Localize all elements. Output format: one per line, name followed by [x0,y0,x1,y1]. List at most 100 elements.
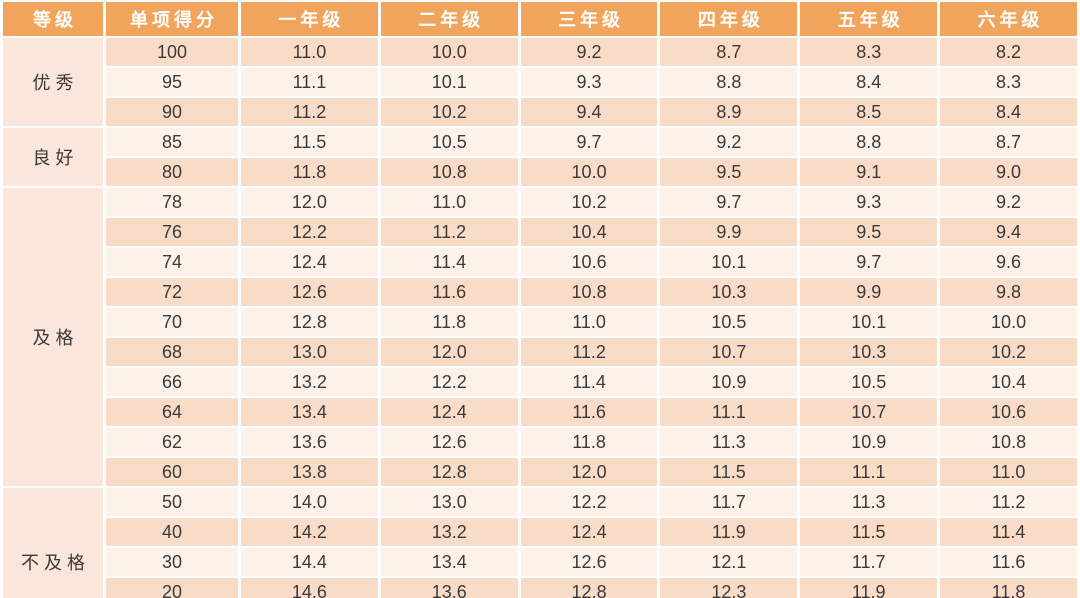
value-cell: 12.4 [241,248,378,276]
value-cell: 11.5 [800,518,938,546]
value-cell: 11.5 [660,458,798,486]
score-cell: 30 [106,548,238,576]
value-cell: 11.6 [380,278,518,306]
value-cell: 9.6 [940,248,1077,276]
value-cell: 11.7 [800,548,938,576]
column-header: 单项得分 [106,2,238,36]
header-row: 等级 单项得分 一年级 二年级 三年级 四年级 五年级 六年级 [3,2,1077,36]
value-cell: 10.2 [520,188,658,216]
table-row: 95 11.1 10.1 9.3 8.8 8.4 8.3 [3,68,1077,96]
value-cell: 10.5 [380,128,518,156]
value-cell: 11.9 [660,518,798,546]
value-cell: 8.3 [800,38,938,66]
score-cell: 40 [106,518,238,546]
value-cell: 11.8 [241,158,378,186]
value-cell: 11.1 [800,458,938,486]
score-cell: 100 [106,38,238,66]
value-cell: 10.3 [800,338,938,366]
value-cell: 11.7 [660,488,798,516]
value-cell: 8.7 [660,38,798,66]
value-cell: 10.2 [940,338,1077,366]
column-header: 二年级 [380,2,518,36]
score-cell: 66 [106,368,238,396]
value-cell: 13.4 [380,548,518,576]
value-cell: 13.0 [380,488,518,516]
value-cell: 11.1 [660,398,798,426]
value-cell: 11.4 [520,368,658,396]
table-row: 良好 85 11.5 10.5 9.7 9.2 8.8 8.7 [3,128,1077,186]
grade-group-cell: 良好 [3,128,103,186]
column-header: 三年级 [520,2,658,36]
table-row: 74 12.4 11.4 10.6 10.1 9.7 9.6 [3,248,1077,276]
value-cell: 9.3 [520,68,658,96]
score-cell: 70 [106,308,238,336]
table-row: 80 11.8 10.8 10.0 9.5 9.1 9.0 [3,158,1077,186]
score-cell: 64 [106,398,238,426]
value-cell: 12.3 [660,578,798,598]
value-cell: 10.8 [380,158,518,186]
column-header: 四年级 [660,2,798,36]
value-cell: 10.1 [380,68,518,96]
value-cell: 9.1 [800,158,938,186]
value-cell: 10.4 [940,368,1077,396]
column-header: 六年级 [940,2,1077,36]
value-cell: 10.6 [520,248,658,276]
table-row: 62 13.6 12.6 11.8 11.3 10.9 10.8 [3,428,1077,456]
table-row: 60 13.8 12.8 12.0 11.5 11.1 11.0 [3,458,1077,486]
grade-group-cell: 不及格 [3,488,103,598]
value-cell: 13.4 [241,398,378,426]
value-cell: 9.2 [520,38,658,66]
value-cell: 9.4 [520,98,658,126]
score-cell: 60 [106,458,238,486]
value-cell: 11.3 [800,488,938,516]
value-cell: 11.0 [520,308,658,336]
value-cell: 12.0 [241,188,378,216]
value-cell: 12.0 [520,458,658,486]
value-cell: 13.8 [241,458,378,486]
value-cell: 13.0 [241,338,378,366]
value-cell: 11.9 [800,578,938,598]
table-row: 90 11.2 10.2 9.4 8.9 8.5 8.4 [3,98,1077,126]
value-cell: 9.2 [940,188,1077,216]
value-cell: 10.0 [940,308,1077,336]
table-row: 优秀 100 11.0 10.0 9.2 8.7 8.3 8.2 [3,38,1077,126]
value-cell: 9.9 [660,218,798,246]
table-row: 64 13.4 12.4 11.6 11.1 10.7 10.6 [3,398,1077,426]
grade-group-cell: 及格 [3,188,103,486]
score-cell: 85 [106,128,238,156]
score-cell: 20 [106,578,238,598]
value-cell: 9.3 [800,188,938,216]
value-cell: 12.2 [380,368,518,396]
value-cell: 13.2 [380,518,518,546]
value-cell: 8.4 [940,98,1077,126]
value-cell: 11.0 [241,38,378,66]
value-cell: 13.6 [241,428,378,456]
value-cell: 8.8 [660,68,798,96]
table-row: 30 14.4 13.4 12.6 12.1 11.7 11.6 [3,548,1077,576]
value-cell: 9.2 [660,128,798,156]
score-cell: 90 [106,98,238,126]
score-cell: 62 [106,428,238,456]
value-cell: 12.8 [380,458,518,486]
value-cell: 11.5 [241,128,378,156]
value-cell: 9.7 [520,128,658,156]
value-cell: 11.6 [940,548,1077,576]
value-cell: 10.7 [800,398,938,426]
table-body: 优秀 100 11.0 10.0 9.2 8.7 8.3 8.2 95 11.1 10.1 9.3 8.… [3,38,1077,598]
value-cell: 9.7 [660,188,798,216]
value-cell: 8.8 [800,128,938,156]
table-row: 76 12.2 11.2 10.4 9.9 9.5 9.4 [3,218,1077,246]
value-cell: 13.2 [241,368,378,396]
value-cell: 10.8 [940,428,1077,456]
value-cell: 9.5 [660,158,798,186]
value-cell: 10.9 [800,428,938,456]
value-cell: 13.6 [380,578,518,598]
value-cell: 11.1 [241,68,378,96]
value-cell: 11.4 [380,248,518,276]
value-cell: 10.5 [660,308,798,336]
value-cell: 9.9 [800,278,938,306]
value-cell: 12.6 [520,548,658,576]
table-row: 72 12.6 11.6 10.8 10.3 9.9 9.8 [3,278,1077,306]
value-cell: 14.6 [241,578,378,598]
value-cell: 12.4 [380,398,518,426]
